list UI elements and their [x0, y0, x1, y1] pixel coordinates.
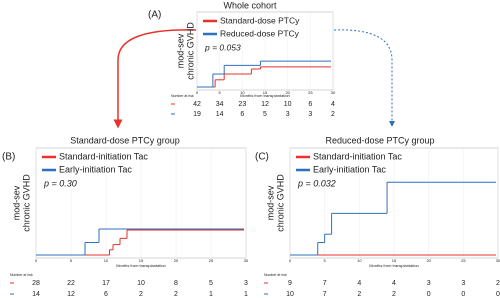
x-tick-label: 25 [461, 258, 466, 263]
panel-label: (A) [148, 10, 161, 21]
panel-label: (B) [2, 152, 15, 163]
risk-count: 2 [331, 111, 335, 118]
legend-label: Early-initiation Tac [59, 164, 132, 174]
risk-count: 0 [496, 291, 500, 298]
arrow [333, 29, 395, 127]
risk-count: 6 [240, 111, 244, 118]
x-tick-label: 20 [174, 258, 179, 263]
risk-count: 3 [308, 111, 312, 118]
risk-count: 1 [244, 291, 248, 298]
risk-count: 9 [288, 280, 292, 287]
x-tick-label: 5 [324, 258, 327, 263]
risk-count: 2 [357, 291, 361, 298]
legend-label: Standard-initiation Tac [313, 151, 402, 161]
panel-label: (C) [255, 152, 269, 163]
risk-count: 3 [427, 280, 431, 287]
x-tick-label: 10 [240, 90, 245, 95]
x-axis-label: Months from transplantation [369, 263, 419, 268]
x-tick-label: 30 [331, 90, 336, 95]
risk-count: 12 [67, 291, 75, 298]
x-tick-label: 10 [104, 258, 109, 263]
risk-count: 0 [461, 291, 465, 298]
title: Whole cohort [223, 0, 277, 10]
y-axis-label: mod-sev [11, 185, 21, 220]
y-axis-label: chronic GVHD [21, 174, 31, 232]
risk-count: 6 [104, 291, 108, 298]
risk-count: 14 [216, 111, 224, 118]
risk-count: 10 [284, 101, 292, 108]
risk-count: 5 [263, 111, 267, 118]
x-axis-label: Months from transplantation [116, 263, 166, 268]
risk-label: Number at risk [171, 94, 194, 98]
x-tick-label: 20 [285, 90, 290, 95]
x-tick-label: 15 [392, 258, 397, 263]
x-tick-label: 5 [219, 90, 222, 95]
risk-count: 6 [308, 101, 312, 108]
legend-label: Reduced-dose PTCy [220, 28, 300, 38]
risk-count: 2 [139, 291, 143, 298]
risk-count: 7 [323, 280, 327, 287]
arrow [113, 29, 197, 129]
risk-count: 34 [216, 101, 224, 108]
y-axis-label: chronic GVHD [275, 174, 285, 232]
risk-count: 22 [67, 280, 75, 287]
y-axis-label: chronic GVHD [185, 22, 195, 80]
risk-count: 5 [209, 280, 213, 287]
risk-count: 17 [102, 280, 110, 287]
y-axis-label: mod-sev [175, 33, 185, 68]
p-value: p = 0.053 [204, 42, 241, 52]
risk-count: 4 [331, 101, 335, 108]
risk-count: 4 [392, 280, 396, 287]
y-axis-label: mod-sev [265, 185, 275, 220]
risk-count: 3 [286, 111, 290, 118]
x-axis-label: Months from transplantation [240, 93, 290, 98]
p-value: p = 0.30 [43, 178, 77, 188]
risk-count: 7 [323, 291, 327, 298]
legend-label: Standard-initiation Tac [59, 151, 148, 161]
x-tick-label: 0 [289, 258, 292, 263]
legend-label: Standard-dose PTCy [220, 15, 300, 25]
x-tick-label: 25 [308, 90, 313, 95]
x-tick-label: 30 [244, 258, 249, 263]
risk-count: 14 [32, 291, 40, 298]
risk-count: 10 [137, 280, 145, 287]
x-tick-label: 15 [263, 90, 268, 95]
x-tick-label: 10 [357, 258, 362, 263]
risk-count: 3 [461, 280, 465, 287]
x-tick-label: 0 [35, 258, 38, 263]
x-tick-label: 5 [70, 258, 73, 263]
x-tick-label: 30 [496, 258, 500, 263]
x-tick-label: 20 [426, 258, 431, 263]
x-tick-label: 15 [139, 258, 144, 263]
risk-count: 1 [209, 291, 213, 298]
risk-count: 42 [193, 101, 201, 108]
risk-count: 0 [427, 291, 431, 298]
risk-count: 3 [244, 280, 248, 287]
risk-count: 2 [392, 291, 396, 298]
risk-count: 4 [357, 280, 361, 287]
risk-count: 2 [496, 280, 500, 287]
risk-count: 10 [286, 291, 294, 298]
title: Standard-dose PTCy group [70, 135, 180, 145]
risk-label: Number at risk [10, 273, 33, 277]
risk-count: 19 [193, 111, 201, 118]
risk-count: 2 [174, 291, 178, 298]
legend-label: Early-initiation Tac [313, 164, 386, 174]
risk-count: 28 [32, 280, 40, 287]
risk-count: 12 [261, 101, 269, 108]
title: Reduced-dose PTCy group [325, 135, 434, 145]
risk-count: 8 [174, 280, 178, 287]
x-tick-label: 0 [196, 90, 199, 95]
p-value: p = 0.032 [297, 178, 336, 188]
risk-count: 23 [238, 101, 246, 108]
risk-label: Number at risk [264, 273, 287, 277]
x-tick-label: 25 [209, 258, 214, 263]
